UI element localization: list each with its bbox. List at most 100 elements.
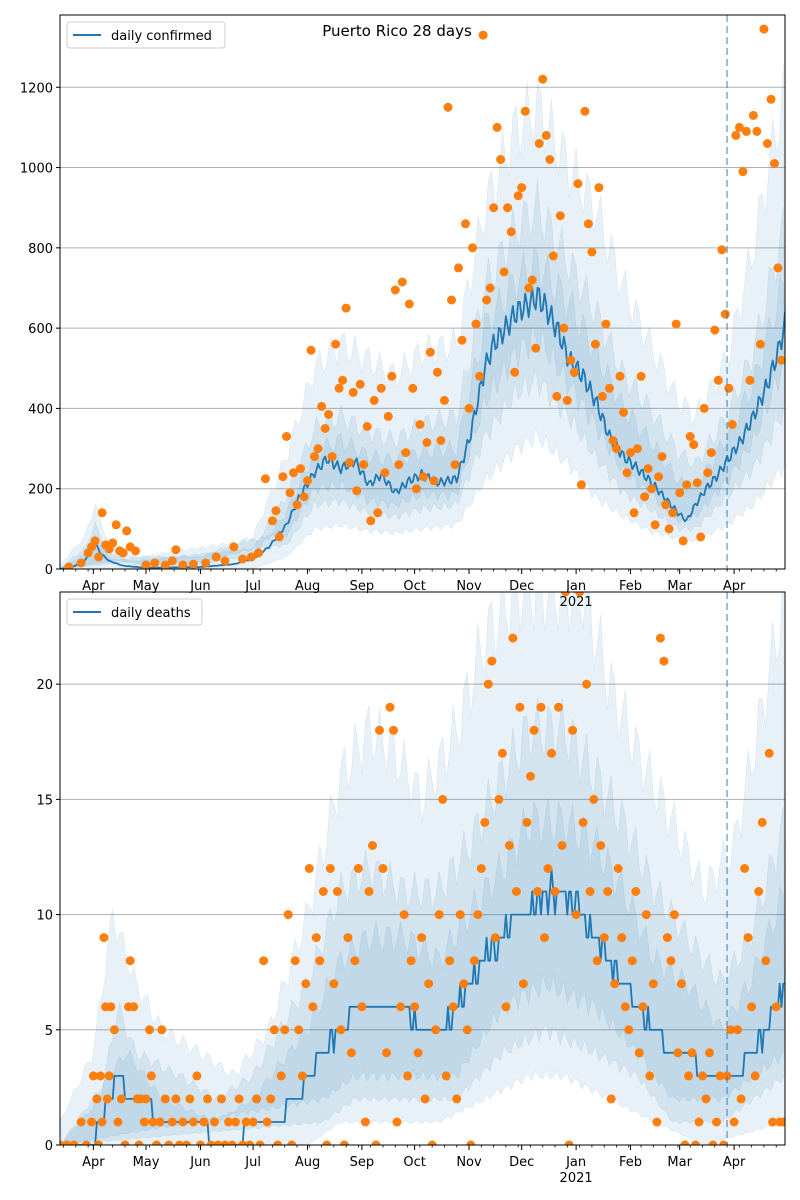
deaths-observed-point xyxy=(259,956,269,966)
deaths-observed-point xyxy=(585,887,595,896)
confirmed-observed-point xyxy=(724,383,734,393)
confirmed-observed-point xyxy=(229,542,239,552)
deaths-observed-point xyxy=(568,725,578,735)
confirmed-observed-point xyxy=(685,432,695,441)
deaths-observed-point xyxy=(424,979,434,989)
deaths-observed-point xyxy=(778,1117,785,1127)
confirmed-observed-point xyxy=(285,488,295,498)
deaths-observed-point xyxy=(617,933,627,943)
confirmed-observed-point xyxy=(654,472,664,482)
confirmed-observed-point xyxy=(439,395,449,405)
deaths-observed-point xyxy=(97,1117,107,1127)
confirmed-observed-point xyxy=(587,247,597,257)
confirmed-observed-point xyxy=(629,508,639,518)
confirmed-observed-point xyxy=(97,508,107,518)
deaths-observed-point xyxy=(659,656,669,666)
deaths-observed-point xyxy=(466,1140,476,1145)
deaths-x-tick-label: Jul xyxy=(244,1155,261,1170)
confirmed-observed-point xyxy=(141,560,151,569)
deaths-x-tick-label: Aug xyxy=(295,1155,320,1170)
confirmed-observed-point xyxy=(289,468,298,478)
deaths-observed-point xyxy=(494,794,504,804)
deaths-observed-point xyxy=(339,1140,349,1145)
confirmed-observed-point xyxy=(664,524,674,534)
confirmed-observed-point xyxy=(513,191,523,201)
deaths-observed-point xyxy=(490,933,500,943)
confirmed-legend: daily confirmed xyxy=(66,21,226,49)
confirmed-observed-point xyxy=(108,538,118,548)
deaths-observed-point xyxy=(346,1048,356,1058)
confirmed-observed-point xyxy=(770,159,779,168)
deaths-observed-point xyxy=(325,864,335,873)
deaths-observed-point xyxy=(104,1071,114,1081)
confirmed-observed-point xyxy=(506,227,516,237)
deaths-observed-point xyxy=(234,1094,244,1104)
confirmed-observed-point xyxy=(408,383,418,393)
confirmed-observed-point xyxy=(738,167,748,177)
deaths-observed-point xyxy=(613,864,623,873)
confirmed-observed-point xyxy=(696,532,706,542)
confirmed-observed-point xyxy=(503,203,513,213)
deaths-observed-point xyxy=(332,887,342,896)
deaths-observed-point xyxy=(487,656,497,666)
confirmed-observed-point xyxy=(362,422,372,431)
deaths-y-axis: 0 5 10 15 20 xyxy=(36,678,60,1154)
confirmed-observed-point xyxy=(692,478,702,488)
deaths-observed-point xyxy=(473,910,483,920)
deaths-band-0 xyxy=(60,592,785,1145)
deaths-observed-point xyxy=(318,887,328,896)
deaths-observed-point xyxy=(645,1071,655,1081)
confirmed-observed-point xyxy=(220,556,230,566)
deaths-observed-point xyxy=(684,1071,693,1081)
confirmed-y-tick-label: 600 xyxy=(28,322,53,337)
confirmed-observed-point xyxy=(713,375,723,385)
deaths-observed-point xyxy=(754,887,764,896)
deaths-observed-point xyxy=(691,1140,700,1145)
confirmed-observed-point xyxy=(590,339,600,349)
deaths-observed-point xyxy=(375,725,384,735)
confirmed-observed-point xyxy=(341,303,351,313)
deaths-observed-point xyxy=(95,1071,105,1081)
confirmed-observed-point xyxy=(274,532,284,542)
confirmed-observed-point xyxy=(573,179,583,189)
confirmed-observed-point xyxy=(422,438,432,447)
confirmed-observed-point xyxy=(583,219,593,229)
deaths-observed-point xyxy=(508,633,518,643)
confirmed-observed-point xyxy=(94,552,104,562)
confirmed-observed-point xyxy=(689,440,699,450)
deaths-observed-point xyxy=(185,1094,195,1104)
deaths-band-1 xyxy=(60,697,785,1145)
confirmed-x-year-label: 2021 xyxy=(560,595,593,610)
deaths-observed-point xyxy=(578,817,588,827)
confirmed-observed-point xyxy=(348,387,358,397)
confirmed-observed-point xyxy=(292,500,302,510)
deaths-observed-point xyxy=(733,1025,743,1035)
deaths-observed-point xyxy=(631,887,641,896)
deaths-observed-point xyxy=(561,592,571,597)
confirmed-observed-point xyxy=(317,401,327,411)
confirmed-observed-point xyxy=(306,345,316,355)
deaths-observed-point xyxy=(736,1094,746,1104)
confirmed-observed-point xyxy=(471,319,481,329)
deaths-observed-point xyxy=(392,1117,402,1127)
deaths-observed-point xyxy=(483,679,493,689)
confirmed-observed-point xyxy=(734,122,744,132)
deaths-observed-point xyxy=(276,1071,286,1081)
deaths-observed-point xyxy=(441,1071,451,1081)
deaths-observed-point xyxy=(125,956,135,966)
deaths-observed-point xyxy=(69,1140,79,1145)
deaths-observed-point xyxy=(311,933,321,943)
deaths-observed-point xyxy=(448,1002,458,1012)
deaths-observed-point xyxy=(399,910,409,920)
confirmed-observed-point xyxy=(741,126,751,136)
confirmed-observed-point xyxy=(468,243,477,253)
deaths-observed-point xyxy=(160,1094,170,1104)
deaths-observed-point xyxy=(287,1140,297,1145)
confirmed-x-axis: Apr May Jun Jul Aug Sep Oct Nov Dec Jan Feb Mar Apr 2… xyxy=(63,569,777,610)
deaths-observed-point xyxy=(248,1117,258,1127)
confirmed-observed-point xyxy=(394,460,404,470)
confirmed-observed-point xyxy=(555,211,565,221)
confirmed-y-axis: 0 200 400 600 800 1000 1200 xyxy=(20,81,60,578)
deaths-observed-point xyxy=(740,864,750,873)
confirmed-observed-point xyxy=(432,367,442,377)
